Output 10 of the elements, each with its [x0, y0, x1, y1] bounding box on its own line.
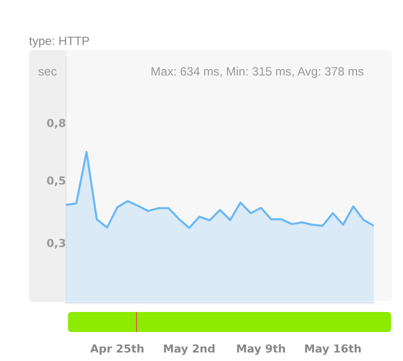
y-axis-title: sec: [38, 64, 57, 78]
x-tick-label: May 16th: [304, 342, 362, 356]
annotation: Max: 634 ms, Min: 315 ms, Avg: 378 ms: [150, 64, 364, 78]
y-tick-label: 0,5: [46, 174, 66, 188]
x-tick-label: May 2nd: [162, 342, 216, 356]
x-tick-label: Apr 25th: [90, 342, 144, 356]
x-tick-label: May 9th: [236, 342, 286, 356]
y-tick-label: 0,3: [46, 236, 66, 250]
y-tick-label: 0,8: [46, 116, 66, 130]
chart-subtitle: type: HTTP: [29, 34, 90, 48]
